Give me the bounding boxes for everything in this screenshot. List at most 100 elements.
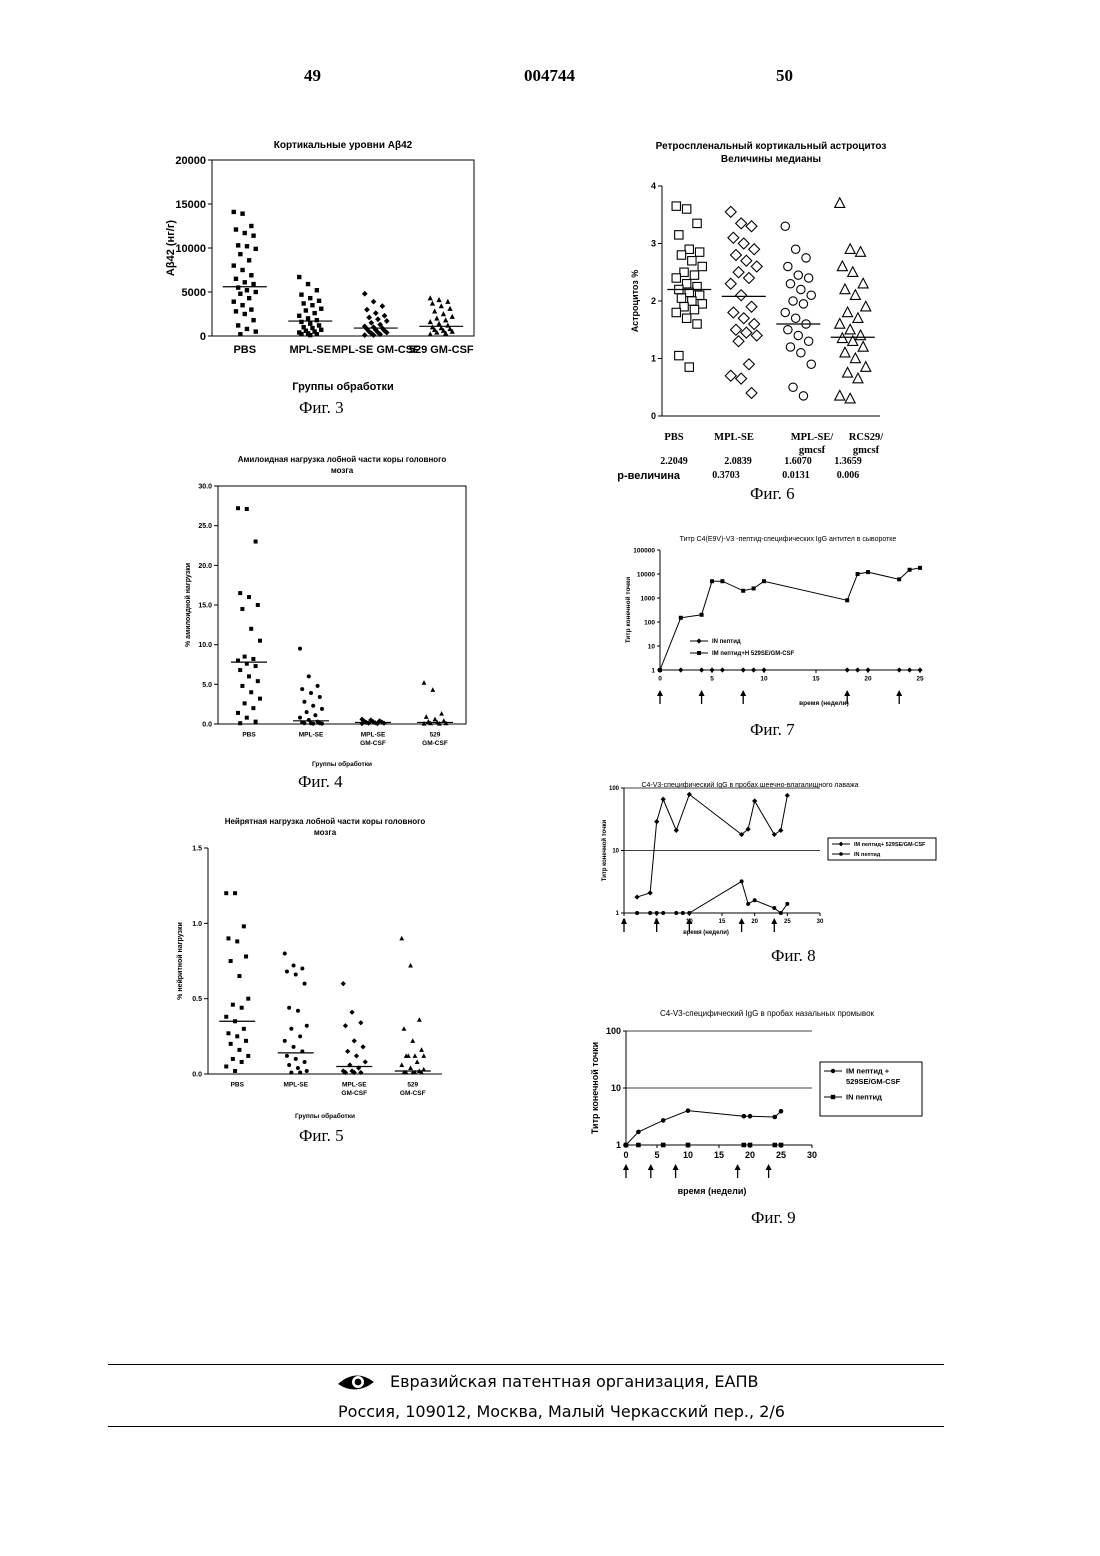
left-page-number: 49 <box>304 66 321 86</box>
data-point <box>258 639 262 643</box>
y-tick-label: 1000 <box>641 595 656 602</box>
median-value-label: 1.3659 <box>834 456 862 467</box>
chart-title: Ретроспленальный кортикальный астроцитоз <box>656 141 887 152</box>
y-tick-label: 1.5 <box>192 845 202 852</box>
data-point <box>421 1053 426 1058</box>
data-point <box>311 704 315 708</box>
data-point <box>837 261 847 271</box>
data-point <box>366 315 372 321</box>
y-tick-label: 30.0 <box>198 483 212 490</box>
category-label: gmcsf <box>853 445 880 456</box>
y-tick-label: 10 <box>611 1083 621 1093</box>
data-point <box>302 700 306 704</box>
legend-marker <box>839 852 843 856</box>
data-point <box>226 936 230 940</box>
data-point <box>362 291 368 297</box>
data-point <box>675 231 683 239</box>
figure-3-chart: 05000100001500020000PBSMPL-SEMPL-SE GM-C… <box>150 134 490 404</box>
data-point <box>249 224 253 228</box>
category-label: GM-CSF <box>341 1090 367 1097</box>
y-tick-label: 1 <box>616 1140 621 1150</box>
p-value-label: р-величина <box>617 470 681 482</box>
category-label: GM-CSF <box>400 1090 426 1097</box>
data-point <box>441 311 446 316</box>
data-point <box>865 667 870 672</box>
data-point <box>315 318 319 322</box>
data-point <box>725 278 736 289</box>
x-tick-label: 20 <box>751 919 758 925</box>
data-point <box>845 393 855 403</box>
category-label: gmcsf <box>799 445 826 456</box>
footer-organization: Евразийская патентная организация, ЕАПВ <box>390 1372 758 1391</box>
data-point <box>384 318 390 324</box>
data-point <box>746 388 757 399</box>
eapo-logo <box>336 1370 376 1396</box>
data-point <box>761 667 766 672</box>
data-point <box>432 309 437 314</box>
data-point <box>741 667 746 672</box>
data-point <box>856 572 860 576</box>
data-point <box>236 243 240 247</box>
data-point <box>236 506 240 510</box>
data-point <box>858 278 868 288</box>
data-point <box>797 349 805 357</box>
data-point <box>762 579 766 583</box>
data-point <box>251 706 255 710</box>
data-point <box>674 911 678 915</box>
data-point <box>674 828 679 833</box>
data-point <box>371 299 377 305</box>
figure-5-caption: Фиг. 5 <box>299 1126 344 1146</box>
data-point <box>695 291 703 299</box>
x-axis-label: время (недели) <box>683 930 729 936</box>
figure-7-chart: 1101001000100001000000510152025Титр C4(E… <box>614 532 934 712</box>
data-point <box>379 303 385 309</box>
category-label: MPL-SE <box>361 732 386 739</box>
patent-number: 004744 <box>524 66 575 86</box>
y-axis-label: Астроцитоз % <box>630 270 640 333</box>
data-point <box>419 1047 424 1052</box>
data-point <box>748 1143 753 1148</box>
data-point <box>235 1034 239 1038</box>
data-point <box>246 997 250 1001</box>
data-point <box>730 250 741 261</box>
data-point <box>897 667 902 672</box>
figure-7: 1101001000100001000000510152025Титр C4(E… <box>614 532 934 712</box>
data-point <box>249 273 253 277</box>
data-point <box>251 657 255 661</box>
data-point <box>751 330 762 341</box>
data-point <box>918 566 922 570</box>
y-tick-label: 0.5 <box>192 996 202 1003</box>
data-point <box>349 1010 354 1015</box>
category-label: MPL-SE/ <box>791 432 835 443</box>
data-point <box>672 308 680 316</box>
chart-title: Кортикальные уровни Aβ42 <box>274 140 413 151</box>
series-line <box>637 881 787 913</box>
data-point <box>304 308 308 312</box>
data-point <box>283 1039 287 1043</box>
data-point <box>245 507 249 511</box>
y-tick-label: 0 <box>200 331 206 343</box>
data-point <box>238 668 242 672</box>
data-point <box>699 667 704 672</box>
legend-marker <box>831 1095 835 1099</box>
data-point <box>422 721 427 726</box>
data-point <box>439 711 444 716</box>
data-point <box>303 982 307 986</box>
data-point <box>285 970 289 974</box>
y-tick-label: 10 <box>612 849 619 855</box>
data-point <box>305 710 309 714</box>
data-point <box>303 1060 307 1064</box>
data-point <box>306 282 310 286</box>
y-tick-label: 0 <box>651 411 656 421</box>
data-point <box>256 603 260 607</box>
data-point <box>685 245 693 253</box>
category-label: PBS <box>664 432 683 443</box>
data-point <box>802 254 810 262</box>
x-tick-label: 0 <box>623 1150 628 1160</box>
category-label: 529 GM-CSF <box>409 344 474 356</box>
data-point <box>364 307 370 313</box>
data-point <box>648 890 653 895</box>
data-point <box>794 271 802 279</box>
figure-9: 110100051015202530C4-V3-специфический Ig… <box>586 1004 926 1200</box>
data-point <box>243 312 247 316</box>
